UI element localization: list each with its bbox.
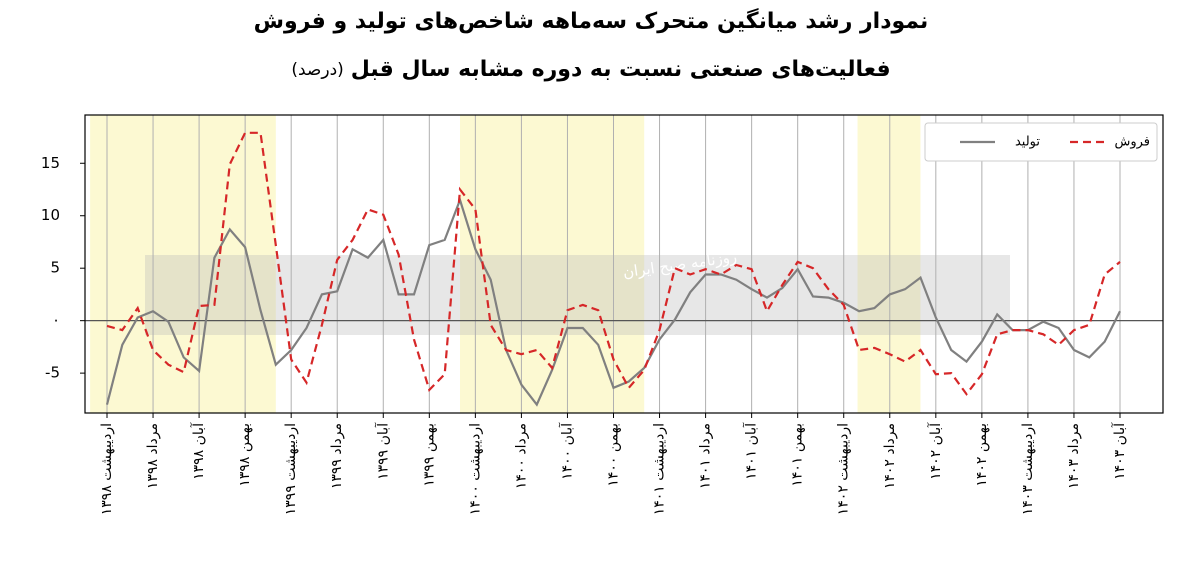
y-tick-label: 15: [41, 154, 60, 172]
legend-label: فروش: [1114, 135, 1150, 150]
legend: فروش تولید: [924, 122, 1158, 162]
x-tick-label: مرداد ۱۴۰۰: [513, 423, 529, 489]
x-tick-label: اردیبهشت ۱۳۹۹: [283, 423, 299, 515]
chart-title: نمودار رشد میانگین متحرک سه‌ماهه شاخص‌ها…: [254, 7, 929, 34]
y-tick-label: -5: [45, 364, 60, 382]
watermark-band: [145, 255, 1010, 335]
x-tick-label: بهمن ۱۴۰۲: [974, 423, 990, 487]
x-tick-label: آبان ۱۴۰۰: [558, 422, 575, 480]
x-tick-label: مرداد ۱۴۰۱: [698, 423, 714, 489]
legend-box: [924, 122, 1158, 162]
chart-title: فعالیت‌های صنعتی نسبت به دوره مشابه سال …: [291, 57, 890, 82]
x-tick-label: اردیبهشت ۱۴۰۰: [467, 423, 483, 515]
x-tick-label: اردیبهشت ۱۴۰۲: [836, 423, 852, 515]
x-tick-label: مرداد ۱۳۹۸: [145, 423, 161, 489]
shaded-range: [857, 115, 921, 413]
x-tick-label: اردیبهشت ۱۳۹۸: [99, 423, 115, 515]
x-tick-label: آبان ۱۳۹۹: [374, 422, 391, 480]
x-tick-label: بهمن ۱۴۰۰: [606, 423, 622, 487]
frame: [84, 114, 1164, 414]
chart-title-line: فعالیت‌های صنعتی نسبت به دوره مشابه سال …: [351, 57, 891, 82]
x-tick-label: مرداد ۱۴۰۳: [1066, 423, 1082, 489]
legend-label: تولید: [1015, 135, 1040, 150]
x-tick-label: اردیبهشت ۱۴۰۳: [1020, 423, 1036, 515]
x-tick-label: بهمن ۱۴۰۱: [790, 423, 806, 487]
x-tick-label: بهمن ۱۳۹۸: [237, 423, 253, 487]
x-tick-label: مرداد ۱۴۰۲: [882, 423, 898, 489]
x-tick-label: آبان ۱۴۰۳: [1111, 422, 1128, 480]
x-tick-label: آبان ۱۳۹۸: [190, 422, 207, 480]
x-tick-label: آبان ۱۴۰۱: [743, 422, 760, 480]
series-line: [105, 196, 1121, 407]
y-tick-label: 5: [50, 259, 60, 277]
series-line: [106, 131, 1121, 396]
x-tick-label: مرداد ۱۳۹۹: [329, 423, 345, 489]
chart-title-unit: (درصد): [291, 60, 343, 80]
x-tick-label: بهمن ۱۳۹۹: [421, 423, 437, 487]
y-tick-label: 10: [41, 206, 60, 224]
y-tick-label: ٠: [52, 311, 60, 329]
x-tick-label: اردیبهشت ۱۴۰۱: [652, 423, 668, 515]
x-tick-label: آبان ۱۴۰۲: [927, 422, 944, 480]
